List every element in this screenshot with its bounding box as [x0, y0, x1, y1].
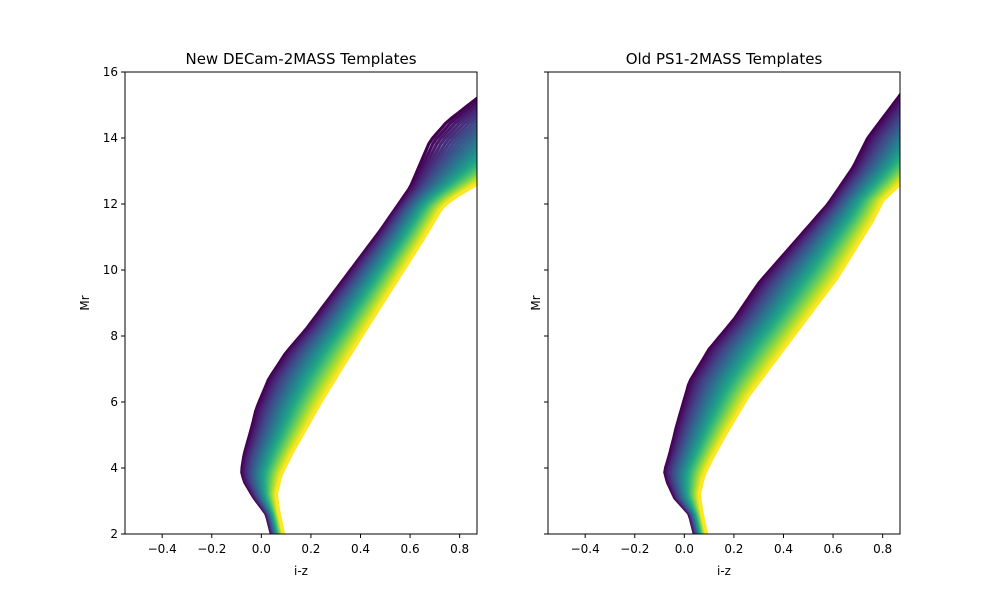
x-axis-label: i-z — [717, 564, 731, 578]
x-tick-label: 0.2 — [301, 542, 320, 556]
x-tick-label: −0.2 — [620, 542, 649, 556]
series-group — [663, 92, 900, 534]
x-axis-ticks: −0.4 −0.2 0.0 0.2 0.4 0.6 0.8 — [571, 534, 892, 556]
series-line — [698, 181, 900, 534]
x-tick-label: 0.0 — [675, 542, 694, 556]
y-tick-label: 6 — [110, 395, 118, 409]
x-tick-label: 0.8 — [450, 542, 469, 556]
y-axis-ticks: 2 4 6 8 10 12 14 16 — [103, 65, 125, 541]
chart-panel-new-decam: New DECam-2MASS Templates −0.4 −0.2 0.0 0.2… — [78, 50, 478, 578]
y-axis-label: Mr — [78, 295, 92, 310]
x-tick-label: −0.2 — [197, 542, 226, 556]
x-axis-label: i-z — [294, 564, 308, 578]
y-tick-label: 14 — [103, 131, 118, 145]
y-tick-label: 4 — [110, 461, 118, 475]
series-group — [240, 96, 477, 534]
plot-frame — [547, 71, 901, 535]
x-tick-label: 0.4 — [351, 542, 370, 556]
x-tick-label: −0.4 — [571, 542, 600, 556]
x-tick-label: 0.0 — [252, 542, 271, 556]
x-axis-ticks: −0.4 −0.2 0.0 0.2 0.4 0.6 0.8 — [148, 534, 469, 556]
series-line — [275, 182, 477, 534]
chart-title: New DECam-2MASS Templates — [185, 50, 416, 68]
y-tick-label: 12 — [103, 197, 118, 211]
y-tick-label: 16 — [103, 65, 118, 79]
x-tick-label: 0.8 — [873, 542, 892, 556]
x-tick-label: −0.4 — [148, 542, 177, 556]
y-axis-label: Mr — [529, 295, 543, 310]
chart-title: Old PS1-2MASS Templates — [626, 50, 823, 68]
x-tick-label: 0.6 — [824, 542, 843, 556]
chart-panel-old-ps1: Old PS1-2MASS Templates −0.4 −0.2 0.0 0.2 0.… — [529, 50, 901, 578]
x-tick-label: 0.6 — [401, 542, 420, 556]
y-axis-ticks — [544, 71, 548, 535]
x-tick-label: 0.2 — [724, 542, 743, 556]
y-tick-label: 2 — [110, 527, 118, 541]
x-tick-label: 0.4 — [774, 542, 793, 556]
y-tick-label: 8 — [110, 329, 118, 343]
y-tick-label: 10 — [103, 263, 118, 277]
plot-frame — [124, 71, 478, 535]
